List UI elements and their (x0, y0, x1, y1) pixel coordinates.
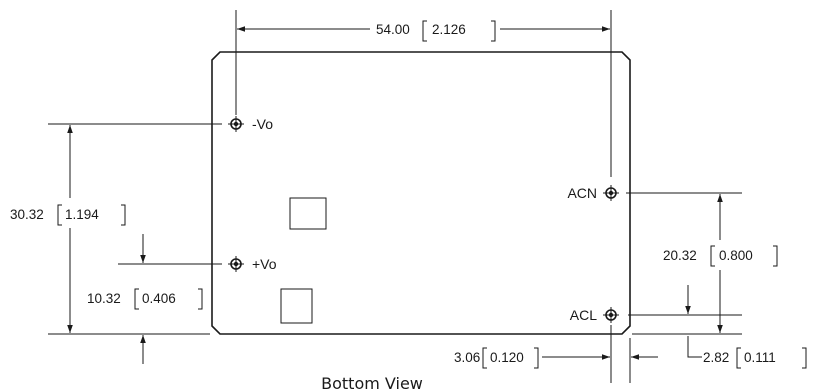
dim-acl-edge-leader (687, 336, 702, 358)
dim-acn-edge-inch: 0.120 (490, 350, 524, 365)
dim-vo-spacing-bracket-open (57, 204, 62, 226)
module-outline (211, 51, 631, 335)
dim-width-inch: 2.126 (432, 22, 466, 37)
dim-pos-vo-bracket-open (134, 288, 139, 310)
dim-width-bracket-open (422, 20, 427, 42)
pin-acl-label: ACL (570, 307, 597, 323)
dim-acn-edge-bracket-open (482, 347, 487, 369)
pin-acn-icon (603, 185, 619, 201)
pin-neg-vo-label: -Vo (252, 116, 273, 132)
dim-width-mm: 54.00 (376, 22, 410, 37)
pin-neg-vo-icon (228, 116, 244, 132)
pin-acl-icon (603, 307, 619, 323)
dim-pos-vo-bracket-close (198, 288, 203, 310)
dim-ac-spacing-inch: 0.800 (719, 248, 753, 263)
dim-vo-spacing-mm: 30.32 (10, 207, 44, 222)
dim-width-bracket-close (491, 20, 496, 42)
dim-vo-spacing-bracket-close (121, 204, 126, 226)
pin-pos-vo-label: +Vo (252, 256, 277, 272)
dim-ac-spacing-bracket-open (710, 245, 715, 267)
view-caption: Bottom View (321, 374, 423, 391)
pin-pos-vo-icon (228, 256, 244, 272)
dim-pos-vo-offset-inch: 0.406 (142, 291, 176, 306)
dim-acl-edge-inch: 0.111 (744, 350, 776, 365)
dim-ac-spacing-mm: 20.32 (663, 248, 697, 263)
dim-pos-vo-offset-mm: 10.32 (87, 291, 121, 306)
dim-vo-spacing-inch: 1.194 (65, 207, 99, 222)
dim-acl-edge-bracket-open (736, 347, 741, 369)
dim-acl-edge-mm: 2.82 (703, 350, 729, 365)
dim-ac-spacing-bracket-close (773, 245, 778, 267)
dim-acl-edge-bracket-close (802, 347, 807, 369)
pad-upper (289, 197, 327, 230)
pad-lower (280, 288, 313, 324)
dim-acn-edge-mm: 3.06 (454, 350, 480, 365)
dim-acn-edge-bracket-close (534, 347, 539, 369)
pin-acn-label: ACN (567, 185, 597, 201)
